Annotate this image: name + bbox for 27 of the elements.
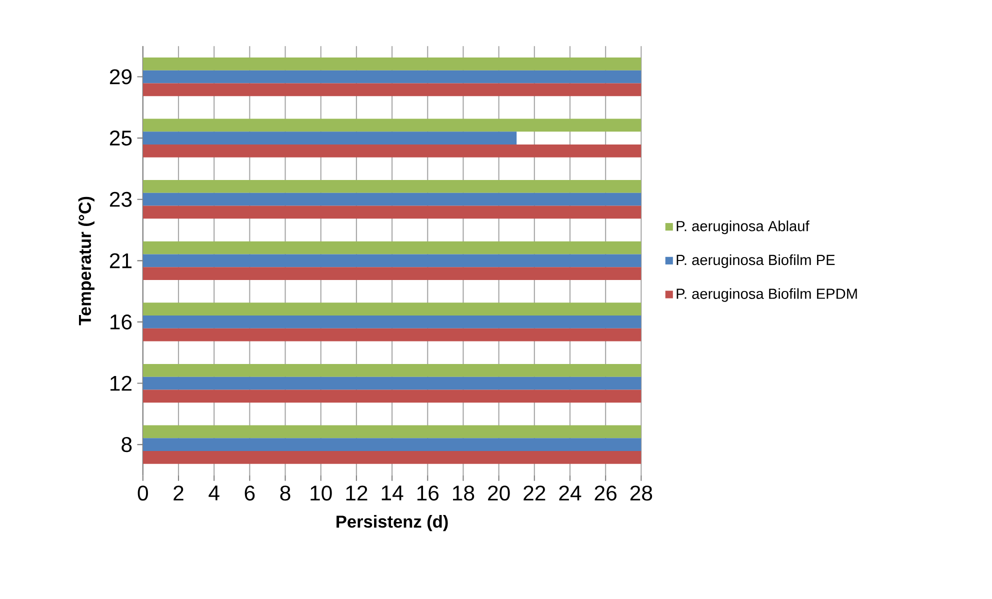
x-tick-label: 16 (417, 485, 439, 501)
x-tick-label: 8 (280, 485, 290, 501)
y-tick-label: 8 (122, 436, 132, 452)
x-tick-label: 26 (594, 485, 616, 501)
y-tick-label: 25 (110, 130, 132, 146)
legend-label: P. aeruginosa Biofilm EPDM (676, 288, 857, 302)
x-tick-label: 10 (310, 485, 332, 501)
x-tick-label: 12 (346, 485, 368, 500)
y-tick-label: 21 (110, 253, 132, 268)
x-tick-label: 2 (174, 485, 184, 500)
y-tick-label: 29 (110, 69, 132, 84)
x-tick-label: 6 (244, 485, 255, 501)
x-axis-title: Persistenz (d) (336, 514, 448, 532)
x-tick-label: 4 (208, 485, 220, 500)
legend-label: P. aeruginosa Biofilm PE (676, 254, 835, 268)
x-tick-label: 0 (138, 485, 148, 501)
x-tick-label: 14 (382, 485, 404, 500)
x-tick-label: 28 (630, 485, 652, 501)
x-tick-label: 24 (559, 485, 582, 500)
x-tick-label: 20 (488, 485, 510, 501)
x-tick-label: 22 (524, 485, 546, 500)
y-tick-label: 16 (110, 314, 132, 330)
x-tick-label: 18 (453, 485, 474, 501)
y-axis-title: Temperatur (°C) (78, 196, 94, 326)
legend-label: P. aeruginosa Ablauf (676, 220, 810, 234)
y-tick-label: 12 (110, 376, 132, 391)
y-tick-label: 23 (110, 192, 132, 207)
